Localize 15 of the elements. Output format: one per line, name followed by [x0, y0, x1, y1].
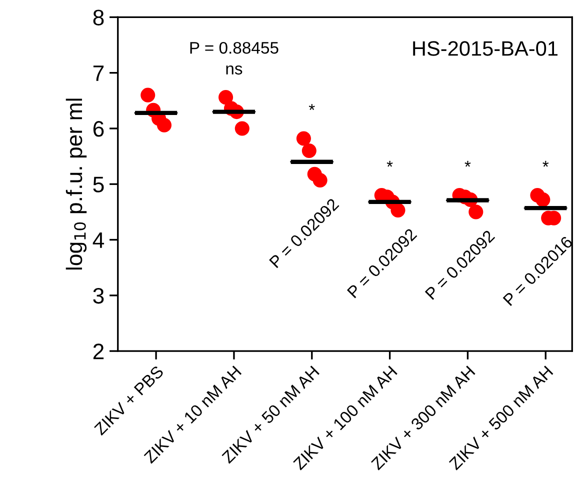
y-tick-label: 3 — [93, 288, 104, 304]
y-tick-label: 2 — [93, 344, 104, 360]
annotation: ns — [226, 65, 242, 75]
annotation: * — [308, 104, 315, 110]
y-tick-label: 5 — [93, 176, 104, 192]
y-axis-title: log$_{10}$ p.f.u. per ml — [66, 98, 87, 270]
y-tick-label: 6 — [93, 121, 104, 137]
annotation: * — [464, 160, 471, 167]
annotation: P = 0.88455 — [190, 42, 278, 54]
text: HS-2015-BA-01 — [413, 41, 558, 56]
annotation: * — [386, 160, 393, 167]
annotation: * — [542, 160, 549, 167]
y-tick-label: 7 — [93, 66, 104, 81]
y-tick-label: 4 — [92, 232, 104, 248]
y-tick-label: 8 — [93, 10, 104, 26]
